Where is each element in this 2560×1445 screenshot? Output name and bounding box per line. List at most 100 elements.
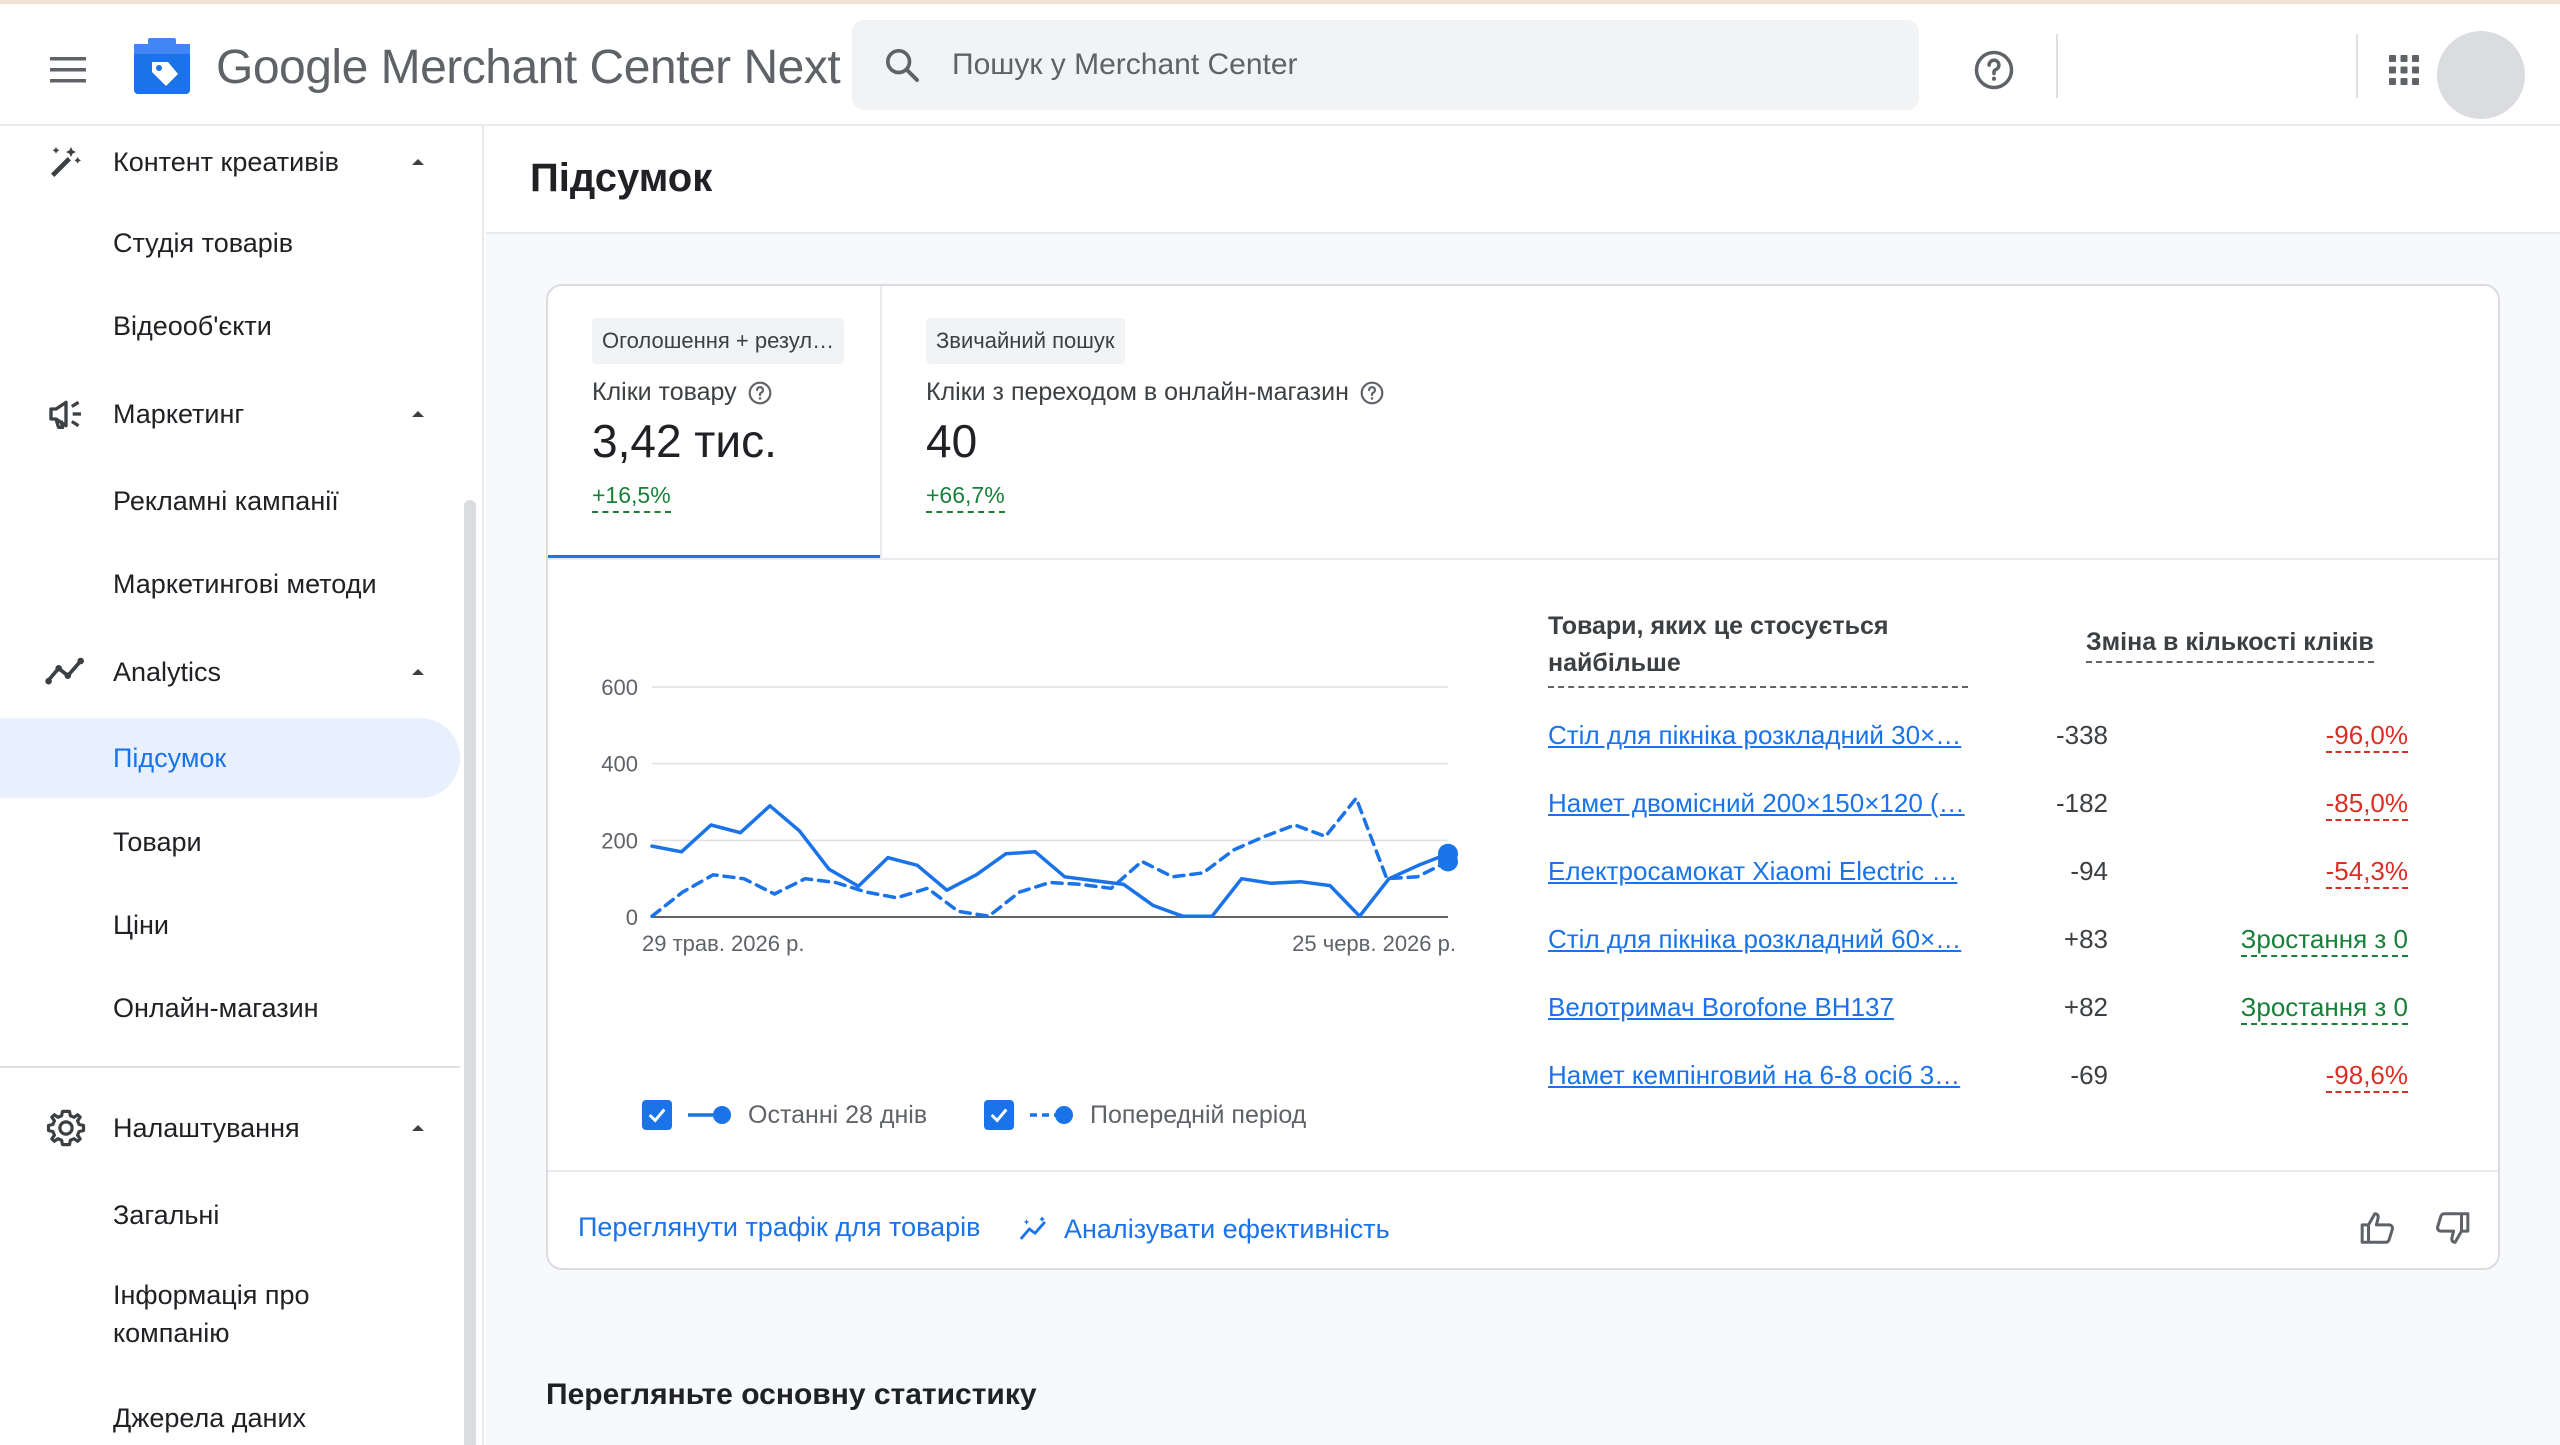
metric-value: 3,42 тис.	[592, 415, 777, 467]
search-input[interactable]	[952, 48, 1852, 82]
table-header-products[interactable]: Товари, яких це стосується найбільше	[1548, 608, 1968, 688]
toolbar-divider	[2056, 34, 2058, 98]
thumbs-down-icon	[2436, 1212, 2470, 1244]
sidebar-item-label: Ціни	[113, 909, 169, 940]
chevron-up-icon	[412, 669, 424, 675]
sidebar-item-label: Джерела даних	[113, 1402, 307, 1433]
account-avatar[interactable]	[2437, 31, 2525, 119]
sidebar-item-marketing-methods[interactable]: Маркетингові методи	[0, 544, 460, 624]
checkbox-current-period[interactable]	[642, 1100, 672, 1130]
product-link[interactable]: Стіл для пікніка розкладний 60×…	[1548, 924, 1962, 954]
brand-google: Google	[216, 41, 368, 94]
click-change-pct[interactable]: -54,3%	[2325, 856, 2408, 889]
legend-current-period[interactable]: Останні 28 днів	[642, 1100, 927, 1130]
view-product-traffic-link[interactable]: Переглянути трафік для товарів	[578, 1212, 981, 1242]
product-link[interactable]: Намет двомісний 200×150×120 (…	[1548, 788, 1965, 818]
metric-change: +16,5%	[592, 482, 671, 513]
sidebar-item-label: Товари	[113, 826, 202, 857]
sidebar-item-label: Підсумок	[113, 742, 227, 773]
metric-label: Кліки з переходом в онлайн-магазин	[926, 378, 1385, 407]
legend-label: Останні 28 днів	[748, 1100, 928, 1129]
table-header-click-change[interactable]: Зміна в кількості кліків	[2086, 624, 2374, 663]
performance-card: Оголошення + резул… Кліки товару 3,42 ти…	[546, 284, 2500, 1270]
nav-section-label: Маркетинг	[113, 398, 245, 429]
page-title: Підсумок	[530, 156, 713, 200]
nav-section-label: Analytics	[113, 656, 222, 687]
card-footer-divider	[548, 1170, 2498, 1172]
click-change-pct[interactable]: Зростання з 0	[2240, 992, 2408, 1025]
click-change-pct[interactable]: Зростання з 0	[2240, 924, 2408, 957]
sidebar-item-prices[interactable]: Ціни	[0, 885, 460, 965]
sidebar-item-data-sources[interactable]: Джерела даних	[0, 1378, 460, 1445]
sidebar-item-label: Онлайн-магазин	[113, 992, 319, 1023]
nav-section-label: Контент креативів	[113, 146, 339, 177]
product-link[interactable]: Велотримач Borofone BH137	[1548, 992, 1894, 1022]
help-icon[interactable]	[747, 380, 773, 406]
click-change-pct[interactable]: -85,0%	[2325, 788, 2408, 821]
sidebar-item-label: Загальні	[113, 1199, 220, 1230]
nav-section-marketing[interactable]: Маркетинг	[0, 378, 460, 450]
y-tick-label: 200	[601, 828, 638, 853]
table-row: Стіл для пікніка розкладний 60×… +83 Зро…	[1548, 924, 2408, 992]
sidebar-item-label: Інформація про компанію	[113, 1280, 310, 1348]
metric-scope-chip: Звичайний пошук	[926, 318, 1125, 364]
metric-scope-chip: Оголошення + резул…	[592, 318, 845, 364]
search-icon	[886, 49, 919, 82]
metric-tab-store-clicks[interactable]: Звичайний пошук Кліки з переходом в онла…	[882, 286, 1482, 560]
help-button[interactable]	[1966, 42, 2022, 98]
metric-change: +66,7%	[926, 482, 1005, 513]
nav-section-analytics[interactable]: Analytics	[0, 636, 460, 708]
product-name: Google Merchant Center Next	[216, 38, 841, 98]
sidebar-item-general[interactable]: Загальні	[0, 1175, 460, 1255]
help-icon[interactable]	[1359, 380, 1385, 406]
click-delta: -94	[2070, 856, 2108, 886]
legend-previous-period[interactable]: Попередній період	[984, 1100, 1306, 1130]
series-line-current	[650, 804, 1450, 918]
sidebar-item-business-info[interactable]: Інформація про компанію	[0, 1256, 460, 1372]
click-change-pct[interactable]: -98,6%	[2325, 1060, 2408, 1093]
checkmark-icon	[648, 1108, 666, 1123]
y-tick-label: 600	[601, 675, 638, 700]
checkbox-previous-period[interactable]	[984, 1100, 1014, 1130]
y-tick-label: 400	[601, 752, 638, 777]
sidebar-item-product-studio[interactable]: Студія товарів	[0, 203, 460, 283]
nav-section-creative-content[interactable]: Контент креативів	[0, 126, 460, 198]
y-tick-label: 0	[626, 905, 638, 930]
sidebar-scrollbar[interactable]	[464, 500, 476, 1445]
analyze-performance-link[interactable]: Аналізувати ефективність	[1018, 1212, 1390, 1246]
toolbar-divider	[2356, 34, 2358, 98]
thumbs-down-button[interactable]	[2428, 1204, 2476, 1252]
click-delta: -338	[2055, 720, 2108, 750]
chevron-up-icon	[412, 1125, 424, 1131]
top-app-bar: Google Merchant Center Next	[0, 4, 2560, 126]
main-menu-button[interactable]	[38, 40, 98, 100]
x-tick-label: 29 трав. 2026 р.	[642, 931, 804, 956]
tabs-bottom-divider	[548, 558, 2498, 560]
sidebar-item-campaigns[interactable]: Рекламні кампанії	[0, 461, 460, 541]
sidebar-item-online-store[interactable]: Онлайн-магазин	[0, 968, 460, 1048]
sidebar-item-label: Рекламні кампанії	[113, 485, 339, 516]
thumbs-up-button[interactable]	[2354, 1204, 2402, 1252]
metric-value: 40	[926, 415, 978, 467]
sidebar-item-video-assets[interactable]: Відеооб'єкти	[0, 286, 460, 366]
hamburger-menu-icon	[50, 57, 86, 83]
click-change-pct[interactable]: -96,0%	[2325, 720, 2408, 753]
click-delta: -182	[2055, 788, 2108, 818]
creative-content-icon	[44, 140, 88, 184]
product-link[interactable]: Намет кемпінговий на 6-8 осіб 3…	[1548, 1060, 1961, 1090]
product-link[interactable]: Стіл для пікніка розкладний 30×…	[1548, 720, 1962, 750]
sidebar-item-summary[interactable]: Підсумок	[0, 718, 460, 798]
nav-section-settings[interactable]: Налаштування	[0, 1092, 460, 1164]
product-link[interactable]: Електросамокат Xiaomi Electric …	[1548, 856, 1958, 886]
thumbs-up-icon	[2360, 1212, 2394, 1244]
help-icon	[1974, 50, 2014, 90]
nav-section-label: Налаштування	[113, 1112, 300, 1143]
merchant-center-logo[interactable]	[132, 36, 192, 96]
sidebar-item-products[interactable]: Товари	[0, 802, 460, 882]
search-bar[interactable]	[852, 20, 1919, 110]
sidebar-item-label: Відеооб'єкти	[113, 310, 272, 341]
brand-product: Merchant Center Next	[380, 41, 841, 94]
apps-grid-icon	[2389, 55, 2419, 85]
metric-tab-product-clicks[interactable]: Оголошення + резул… Кліки товару 3,42 ти…	[548, 286, 880, 560]
google-apps-button[interactable]	[2376, 42, 2432, 98]
